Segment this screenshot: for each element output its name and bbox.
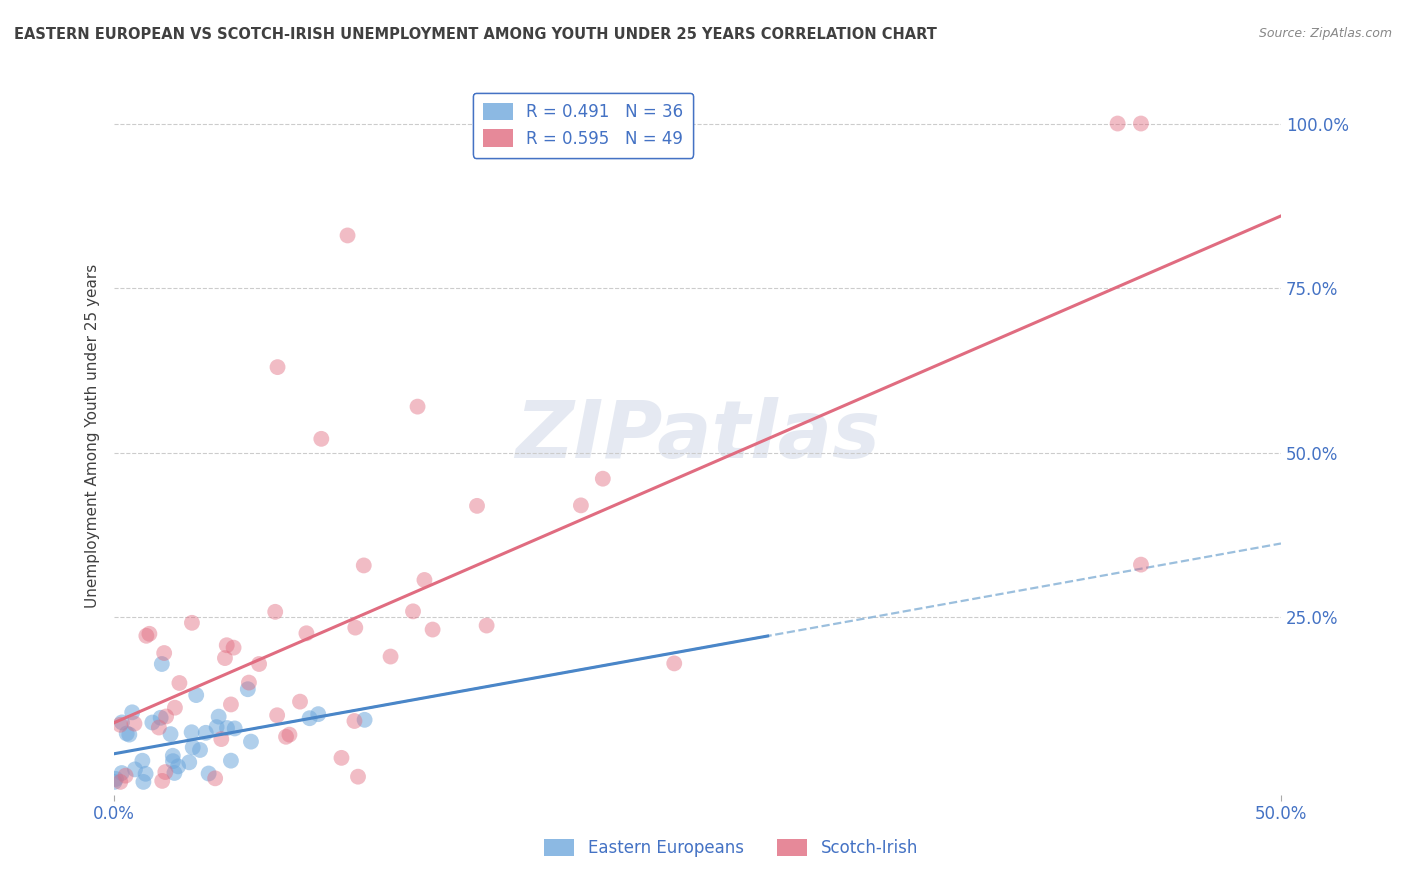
Point: [179, 756, 201, 770]
Point: [214, 651, 236, 665]
Point: [162, 754, 184, 768]
Point: [406, 400, 429, 414]
Point: [266, 360, 288, 375]
Point: [569, 499, 592, 513]
Point: [141, 715, 163, 730]
Point: [664, 657, 686, 671]
Point: [343, 714, 366, 728]
Point: [110, 775, 132, 789]
Point: [209, 732, 232, 747]
Point: [224, 722, 246, 736]
Point: [264, 605, 287, 619]
Point: [135, 629, 157, 643]
Point: [274, 730, 297, 744]
Point: [238, 675, 260, 690]
Point: [278, 728, 301, 742]
Legend: Eastern Europeans, Scotch-Irish: Eastern Europeans, Scotch-Irish: [536, 831, 927, 866]
Point: [111, 715, 134, 730]
Point: [121, 706, 143, 720]
Point: [592, 472, 614, 486]
Point: [114, 769, 136, 783]
Point: [169, 676, 191, 690]
Point: [148, 721, 170, 735]
Point: [353, 713, 375, 727]
Point: [108, 718, 131, 732]
Text: EASTERN EUROPEAN VS SCOTCH-IRISH UNEMPLOYMENT AMONG YOUTH UNDER 25 YEARS CORRELA: EASTERN EUROPEAN VS SCOTCH-IRISH UNEMPLO…: [14, 27, 936, 42]
Point: [162, 748, 184, 763]
Legend: R = 0.491   N = 36, R = 0.595   N = 49: R = 0.491 N = 36, R = 0.595 N = 49: [472, 93, 693, 158]
Point: [413, 573, 436, 587]
Point: [330, 751, 353, 765]
Point: [132, 775, 155, 789]
Point: [1107, 116, 1129, 130]
Point: [1129, 116, 1152, 130]
Point: [197, 766, 219, 780]
Point: [194, 726, 217, 740]
Point: [181, 615, 204, 630]
Point: [163, 766, 186, 780]
Point: [208, 709, 231, 723]
Point: [311, 432, 333, 446]
Point: [131, 754, 153, 768]
Point: [149, 711, 172, 725]
Point: [115, 726, 138, 740]
Point: [347, 770, 370, 784]
Point: [159, 727, 181, 741]
Point: [1129, 558, 1152, 572]
Point: [344, 621, 367, 635]
Point: [153, 646, 176, 660]
Point: [402, 604, 425, 618]
Point: [219, 754, 242, 768]
Point: [215, 721, 238, 735]
Point: [239, 734, 262, 748]
Point: [266, 708, 288, 723]
Point: [204, 772, 226, 786]
Point: [103, 775, 125, 789]
Point: [188, 743, 211, 757]
Point: [186, 688, 208, 702]
Point: [167, 759, 190, 773]
Point: [163, 700, 186, 714]
Point: [475, 618, 498, 632]
Text: ZIPatlas: ZIPatlas: [515, 397, 880, 475]
Point: [155, 709, 177, 723]
Point: [422, 623, 444, 637]
Point: [111, 766, 134, 780]
Point: [298, 711, 321, 725]
Point: [104, 772, 127, 786]
Point: [215, 638, 238, 652]
Point: [138, 627, 160, 641]
Point: [465, 499, 488, 513]
Y-axis label: Unemployment Among Youth under 25 years: Unemployment Among Youth under 25 years: [86, 264, 100, 608]
Point: [247, 657, 270, 671]
Point: [295, 626, 318, 640]
Point: [236, 682, 259, 697]
Point: [380, 649, 402, 664]
Point: [124, 716, 146, 731]
Point: [181, 740, 204, 755]
Point: [222, 640, 245, 655]
Point: [135, 766, 157, 780]
Point: [150, 657, 173, 671]
Point: [288, 695, 311, 709]
Point: [353, 558, 375, 573]
Text: Source: ZipAtlas.com: Source: ZipAtlas.com: [1258, 27, 1392, 40]
Point: [219, 698, 242, 712]
Point: [205, 720, 228, 734]
Point: [124, 763, 146, 777]
Point: [180, 725, 202, 739]
Point: [150, 773, 173, 788]
Point: [118, 728, 141, 742]
Point: [336, 228, 359, 243]
Point: [155, 765, 177, 780]
Point: [307, 707, 329, 722]
